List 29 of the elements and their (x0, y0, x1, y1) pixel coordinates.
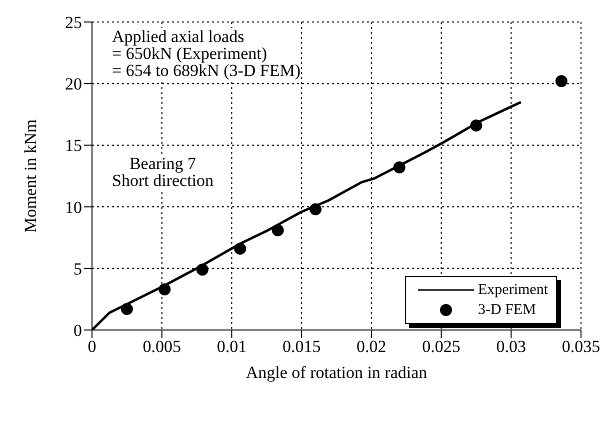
y-tick-label: 10 (65, 198, 82, 217)
legend-label: Experiment (478, 282, 548, 298)
x-tick-label: 0.02 (356, 337, 386, 356)
x-tick-label: 0.025 (422, 337, 460, 356)
point (120, 303, 133, 316)
x-axis-title: Angle of rotation in radian (246, 363, 428, 382)
point (310, 203, 322, 216)
point (393, 161, 406, 174)
x-tick-label: 0.015 (282, 337, 321, 356)
y-tick-label: 15 (65, 136, 82, 156)
annotation: Applied axial loads = 650kN (Experiment) = 654 to 689kN (3-D FEM) (112, 27, 301, 80)
point (470, 119, 482, 132)
annotation: Bearing 7 Short direction (112, 154, 214, 190)
y-tick-label: 25 (65, 13, 82, 32)
x-tick-label: 0.01 (216, 337, 247, 356)
x-tick-label: 0 (88, 337, 96, 356)
point (555, 75, 568, 88)
y-tick-label: 5 (74, 259, 82, 278)
point (234, 242, 246, 255)
y-tick-label: 0 (74, 321, 82, 340)
legend-label: 3-D FEM (478, 302, 536, 318)
y-axis-title: Moment in kNm (21, 119, 40, 233)
point (158, 283, 171, 296)
x-tick-label: 0.005 (142, 337, 181, 356)
point (272, 224, 284, 236)
x-tick-label: 0.03 (496, 337, 526, 356)
y-tick-label: 20 (65, 74, 82, 94)
point (196, 264, 208, 276)
x-tick-label: 0.035 (562, 337, 600, 356)
